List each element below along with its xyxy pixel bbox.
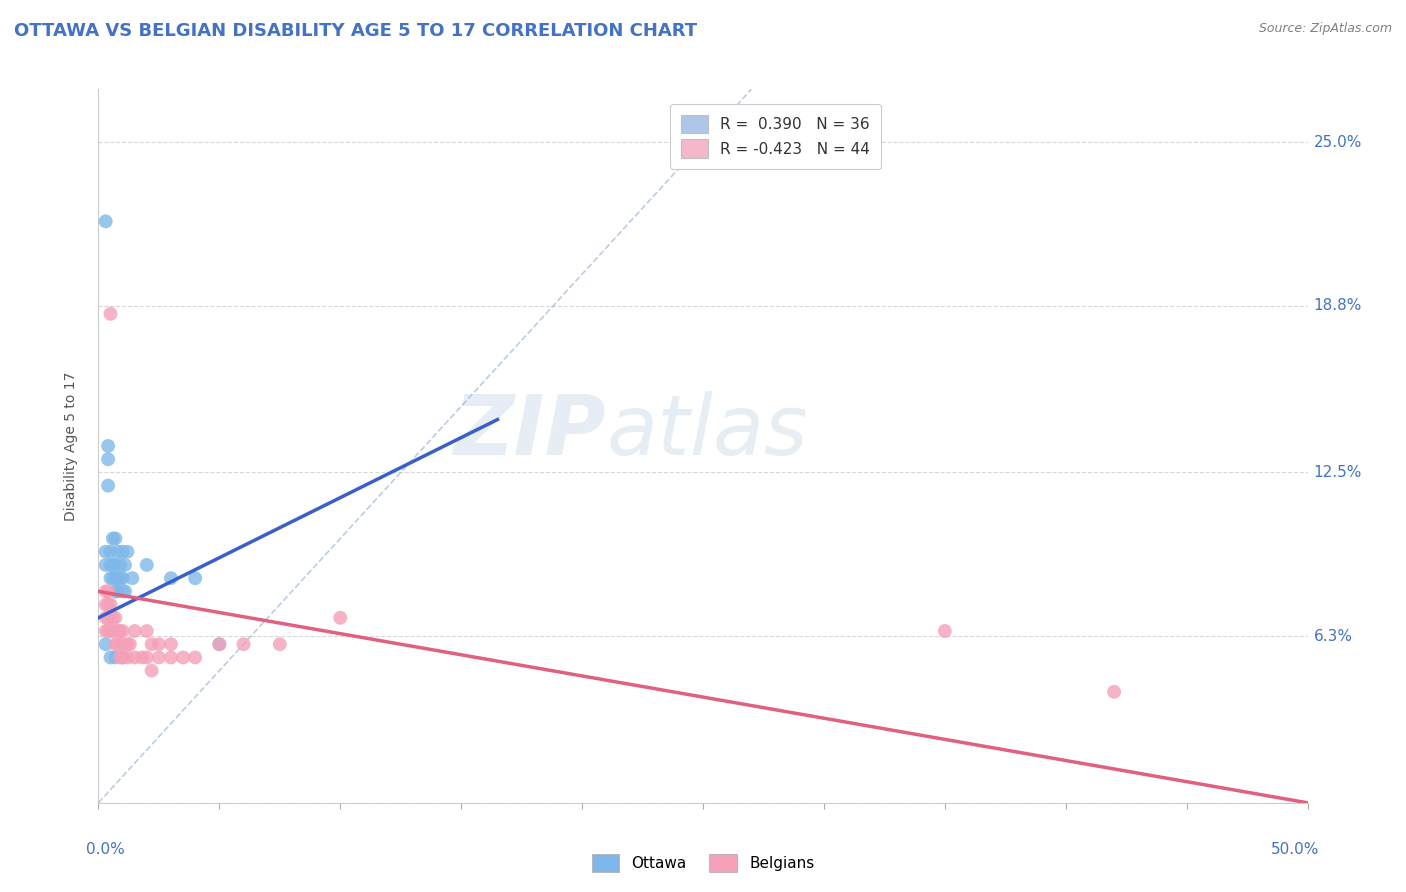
Point [104,532,127,546]
Point [101,624,124,638]
Point [108,650,131,665]
Point [94,214,117,228]
Point [104,637,127,651]
Point [100,545,122,559]
Point [94,624,117,638]
Point [208,637,231,651]
Point [101,532,124,546]
Point [104,584,127,599]
Point [114,558,136,572]
Point [117,650,139,665]
Point [111,584,134,599]
Point [1102,685,1125,699]
Point [108,571,131,585]
Point [104,650,127,665]
Point [104,558,127,572]
Point [160,650,183,665]
Point [131,650,153,665]
Point [107,584,129,599]
Point [94,598,117,612]
Point [104,611,127,625]
Point [121,571,143,585]
Point [107,545,129,559]
Point [100,558,122,572]
Point [141,664,163,678]
Point [172,650,194,665]
Point [111,545,134,559]
Point [107,637,129,651]
Text: 18.8%: 18.8% [1313,299,1362,313]
Point [111,624,134,638]
Point [111,571,134,585]
Text: 6.3%: 6.3% [1313,629,1353,644]
Point [111,650,134,665]
Point [94,611,117,625]
Point [269,637,291,651]
Text: Source: ZipAtlas.com: Source: ZipAtlas.com [1258,22,1392,36]
Point [117,545,139,559]
Point [124,624,146,638]
Point [208,637,231,651]
Text: ZIP: ZIP [454,392,606,472]
Text: 50.0%: 50.0% [1271,842,1320,857]
Point [118,637,141,651]
Point [329,611,352,625]
Point [94,584,117,599]
Text: 0.0%: 0.0% [86,842,125,857]
Point [184,650,207,665]
Point [135,558,157,572]
Point [94,637,117,651]
Y-axis label: Disability Age 5 to 17: Disability Age 5 to 17 [63,371,77,521]
Point [108,624,131,638]
Point [100,624,122,638]
Point [107,571,129,585]
Point [101,558,124,572]
Point [97,598,120,612]
Point [117,637,139,651]
Point [97,452,120,467]
Point [97,439,120,453]
Point [111,637,134,651]
Point [184,571,207,585]
Point [101,571,124,585]
Point [107,624,129,638]
Point [160,571,183,585]
Point [101,611,124,625]
Point [100,307,122,321]
Point [108,558,131,572]
Point [148,650,170,665]
Point [100,571,122,585]
Point [135,624,157,638]
Point [934,624,956,638]
Point [124,650,146,665]
Point [111,650,134,665]
Point [97,584,120,599]
Point [100,650,122,665]
Point [100,598,122,612]
Point [97,624,120,638]
Point [104,571,127,585]
Point [141,637,163,651]
Text: OTTAWA VS BELGIAN DISABILITY AGE 5 TO 17 CORRELATION CHART: OTTAWA VS BELGIAN DISABILITY AGE 5 TO 17… [14,22,697,40]
Text: atlas: atlas [606,392,808,472]
Point [97,478,120,492]
Point [160,637,183,651]
Point [114,584,136,599]
Point [97,611,120,625]
Text: 25.0%: 25.0% [1313,135,1362,150]
Text: 12.5%: 12.5% [1313,465,1362,480]
Point [94,545,117,559]
Point [94,558,117,572]
Point [148,637,170,651]
Legend: R =  0.390   N = 36, R = -0.423   N = 44: R = 0.390 N = 36, R = -0.423 N = 44 [671,104,882,169]
Legend: Ottawa, Belgians: Ottawa, Belgians [583,846,823,880]
Point [135,650,157,665]
Point [232,637,254,651]
